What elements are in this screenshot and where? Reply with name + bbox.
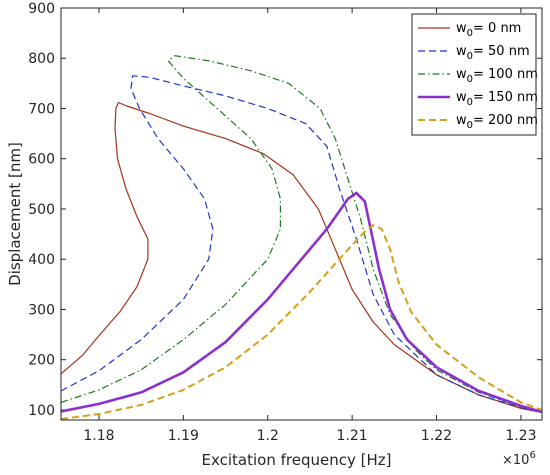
y-tick-label: 500 <box>28 202 55 218</box>
y-tick-label: 300 <box>28 302 55 318</box>
series-line-0 <box>61 101 542 414</box>
tick-labels: 1.18 1.19 1.2 1.21 1.22 1.23 100 200 300 400 500 60… <box>28 1 536 444</box>
x-tick-label: 1.18 <box>83 428 114 444</box>
legend-label: w0= 50 nm <box>456 44 530 62</box>
legend-label: w0= 0 nm <box>456 21 521 39</box>
series-lines <box>61 55 542 420</box>
x-exponent-power: 6 <box>529 450 535 461</box>
y-tick-label: 900 <box>28 1 55 17</box>
legend-label: w0= 150 nm <box>456 90 538 108</box>
series-line-4 <box>61 224 542 420</box>
y-axis-label: Displacement [nm] <box>6 142 24 286</box>
tick-marks <box>61 7 542 420</box>
x-tick-label: 1.2 <box>257 428 279 444</box>
y-tick-label: 100 <box>28 403 55 419</box>
y-tick-label: 600 <box>28 152 55 168</box>
series-line-1 <box>61 75 542 414</box>
series-line-3 <box>61 191 542 414</box>
legend-label: w0= 200 nm <box>456 113 538 131</box>
x-axis-exponent: ×106 <box>502 450 536 468</box>
legend: w0= 0 nm w0= 50 nm w0= 100 nm w0= 150 nm w0=… <box>411 13 538 136</box>
y-tick-label: 800 <box>28 51 55 67</box>
x-exponent-base: ×10 <box>502 453 529 468</box>
x-tick-label: 1.21 <box>337 428 368 444</box>
x-axis-label: Excitation frequency [Hz] <box>202 451 392 469</box>
x-tick-label: 1.19 <box>168 428 199 444</box>
x-tick-label: 1.23 <box>505 428 536 444</box>
y-tick-label: 400 <box>28 252 55 268</box>
plot-frame <box>60 7 543 421</box>
legend-label: w0= 100 nm <box>456 67 538 85</box>
y-tick-label: 200 <box>28 353 55 369</box>
y-tick-label: 700 <box>28 101 55 117</box>
x-tick-label: 1.22 <box>421 428 452 444</box>
